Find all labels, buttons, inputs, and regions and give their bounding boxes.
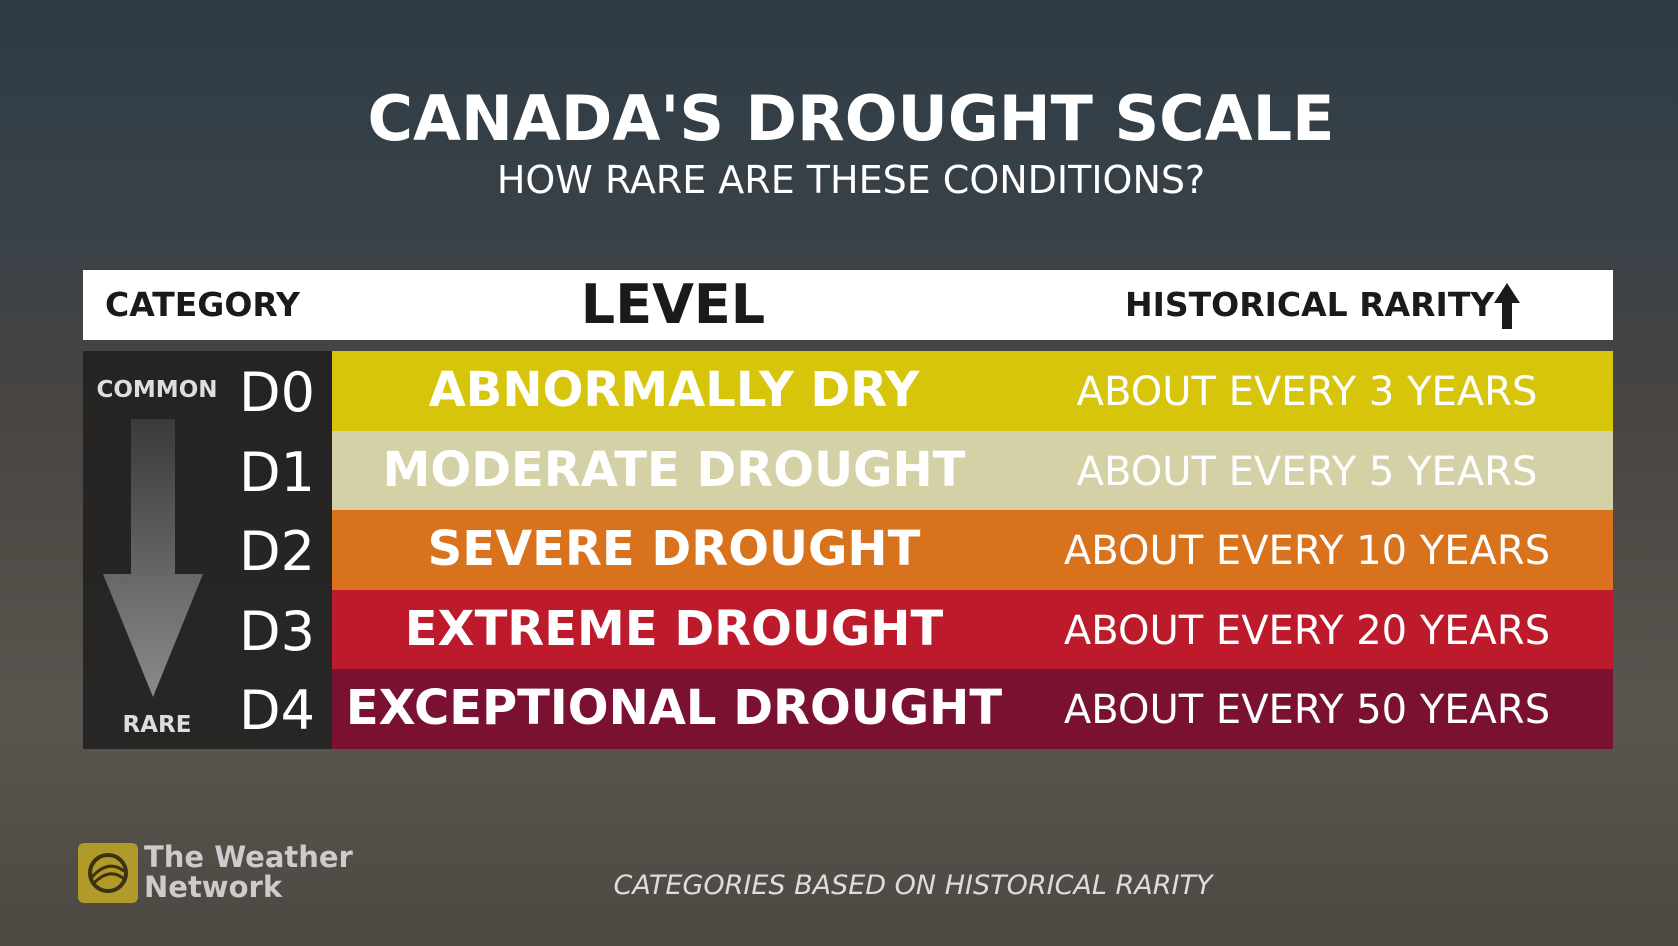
footer-note: CATEGORIES BASED ON HISTORICAL RARITY [613, 870, 1213, 901]
level-name: MODERATE DROUGHT [382, 441, 966, 498]
category-code: D3 [239, 599, 315, 663]
title: CANADA'S DROUGHT SCALE [367, 82, 1335, 155]
table-row: EXCEPTIONAL DROUGHT ABOUT EVERY 50 YEARS [332, 669, 1613, 749]
level-name: EXTREME DROUGHT [404, 600, 944, 657]
category-code: D4 [239, 679, 315, 743]
logo-text: The Weather Network [144, 842, 353, 902]
column-header: HISTORICAL RARITY [1125, 285, 1495, 324]
level-name: SEVERE DROUGHT [427, 521, 921, 578]
rarity: ABOUT EVERY 5 YEARS [1076, 448, 1538, 495]
table-row: ABNORMALLY DRY ABOUT EVERY 3 YEARS [332, 351, 1613, 431]
category-code: D1 [239, 440, 315, 504]
table-header: CATEGORY LEVEL HISTORICAL RARITY [83, 270, 1613, 340]
logo-line: Network [144, 870, 283, 904]
scale-top-label: COMMON [96, 377, 218, 403]
table-row: EXTREME DROUGHT ABOUT EVERY 20 YEARS [332, 589, 1613, 670]
rarity: ABOUT EVERY 20 YEARS [1063, 607, 1551, 654]
rarity: ABOUT EVERY 50 YEARS [1063, 687, 1551, 734]
subtitle: HOW RARE ARE THESE CONDITIONS? [496, 158, 1206, 202]
table-row: MODERATE DROUGHT ABOUT EVERY 5 YEARS [332, 430, 1613, 511]
column-header: LEVEL [580, 273, 766, 336]
logo-icon [78, 843, 138, 903]
up-arrow-icon [1494, 283, 1520, 329]
down-arrow-icon [103, 419, 203, 697]
category-code: D0 [239, 361, 315, 424]
logo-line: The Weather [144, 840, 353, 874]
level-name: EXCEPTIONAL DROUGHT [345, 680, 1003, 737]
table-row: SEVERE DROUGHT ABOUT EVERY 10 YEARS [332, 510, 1613, 590]
scale-column: COMMON RARE [83, 351, 332, 749]
scale-bottom-label: RARE [122, 712, 192, 738]
column-header: CATEGORY [105, 285, 300, 324]
category-code: D2 [239, 520, 315, 584]
level-name: ABNORMALLY DRY [428, 362, 920, 418]
rarity: ABOUT EVERY 10 YEARS [1063, 528, 1551, 575]
rarity: ABOUT EVERY 3 YEARS [1076, 369, 1538, 415]
